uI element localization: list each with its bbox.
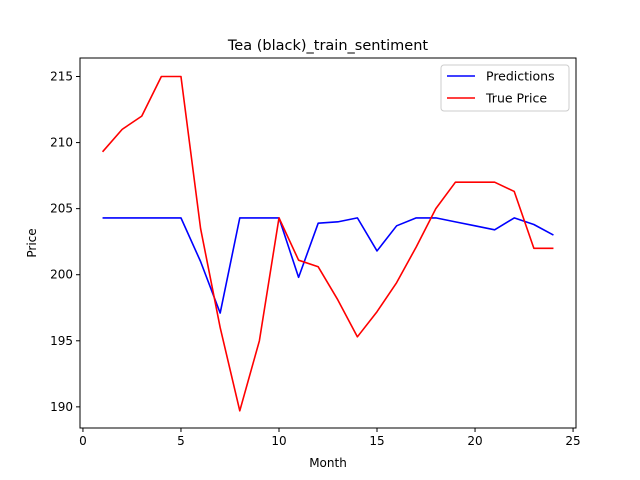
x-tick-label-5: 5 [177, 434, 185, 448]
plot-area [79, 57, 577, 429]
y-tick-label-200: 200 [50, 268, 73, 282]
y-tick-label-195: 195 [50, 334, 73, 348]
x-axis-label: Month [309, 456, 347, 470]
legend: Predictions True Price [440, 64, 570, 112]
series-line-true-price [101, 75, 554, 412]
series-layer [101, 75, 554, 412]
y-tick-label-190: 190 [50, 400, 73, 414]
legend-label-true-price: True Price [485, 91, 547, 106]
y-tick-label-205: 205 [50, 202, 73, 216]
y-tick-label-215: 215 [50, 70, 73, 84]
chart-title: Tea (black)_train_sentiment [227, 38, 428, 54]
legend-label-predictions: Predictions [486, 69, 555, 84]
ticks-layer: 0 5 10 15 20 25 190 195 200 205 210 215 [50, 70, 581, 449]
y-tick-label-210: 210 [50, 136, 73, 150]
series-line-predictions [102, 217, 554, 314]
x-tick-label-15: 15 [369, 434, 384, 448]
x-tick-label-25: 25 [565, 434, 580, 448]
x-tick-label-10: 10 [271, 434, 286, 448]
y-axis-label: Price [25, 228, 39, 257]
x-tick-label-0: 0 [79, 434, 87, 448]
x-tick-label-20: 20 [467, 434, 482, 448]
